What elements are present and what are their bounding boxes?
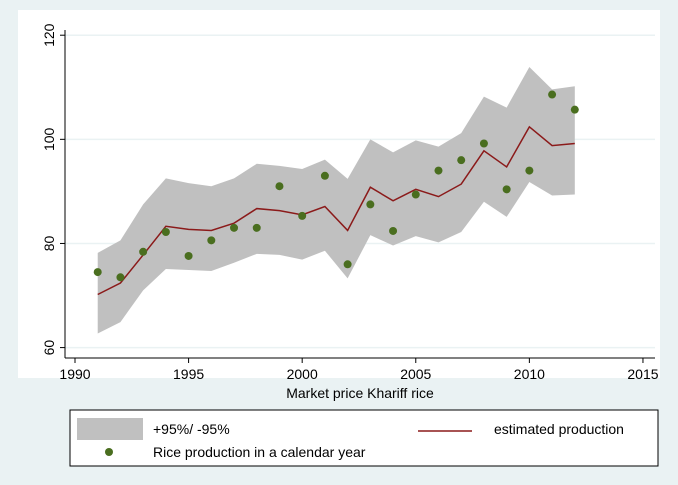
legend-swatch [77, 418, 143, 440]
point [525, 166, 534, 175]
point [275, 182, 284, 191]
point [230, 223, 239, 232]
y-tick-label: 120 [41, 23, 57, 47]
point [116, 273, 125, 282]
y-tick-label: 60 [41, 340, 57, 356]
point [389, 226, 398, 235]
point [298, 211, 307, 220]
x-tick-label: 2005 [400, 366, 431, 382]
legend-label: Rice production in a calendar year [153, 444, 366, 460]
legend-swatch [105, 448, 113, 456]
point [161, 228, 170, 237]
point [343, 260, 352, 269]
y-tick-label: 100 [41, 127, 57, 151]
point [184, 251, 193, 260]
point [93, 268, 102, 277]
point [252, 223, 261, 232]
point [320, 171, 329, 180]
point [548, 90, 557, 99]
legend [69, 409, 659, 467]
legend-label: estimated production [494, 421, 624, 437]
point [502, 185, 511, 194]
point [411, 190, 420, 199]
x-tick-label: 1990 [59, 366, 90, 382]
x-tick-label: 2015 [627, 366, 658, 382]
plot-area [65, 34, 655, 349]
y-tick-label: 80 [41, 235, 57, 251]
x-tick-label: 2000 [287, 366, 318, 382]
x-axis-label: Market price Khariff rice [286, 385, 434, 401]
confidence-band [97, 66, 575, 334]
x-tick-label: 1995 [173, 366, 204, 382]
point [207, 236, 216, 245]
point [434, 166, 443, 175]
point [479, 139, 488, 148]
point [139, 247, 148, 256]
legend-label: +95%/ -95% [153, 421, 230, 437]
x-tick-label: 2010 [514, 366, 545, 382]
line [97, 125, 575, 296]
point [457, 156, 466, 165]
point [366, 200, 375, 209]
point [570, 105, 579, 114]
